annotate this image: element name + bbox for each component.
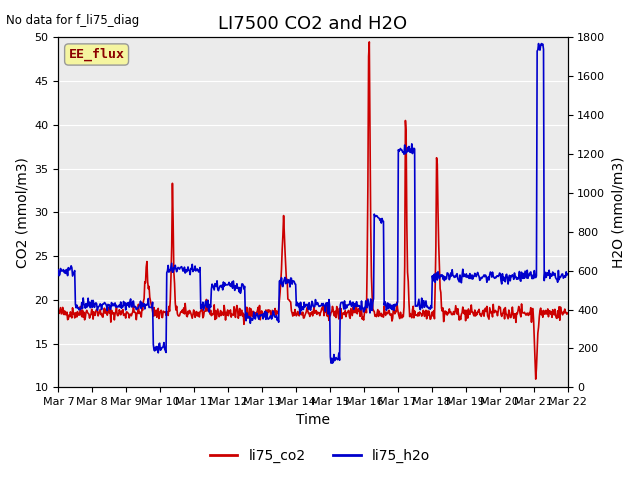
- Y-axis label: CO2 (mmol/m3): CO2 (mmol/m3): [15, 157, 29, 268]
- Y-axis label: H2O (mmol/m3): H2O (mmol/m3): [611, 156, 625, 268]
- X-axis label: Time: Time: [296, 413, 330, 427]
- Text: EE_flux: EE_flux: [68, 48, 125, 61]
- Legend: li75_co2, li75_h2o: li75_co2, li75_h2o: [204, 443, 436, 468]
- Text: No data for f_li75_diag: No data for f_li75_diag: [6, 14, 140, 27]
- Title: LI7500 CO2 and H2O: LI7500 CO2 and H2O: [218, 15, 408, 33]
